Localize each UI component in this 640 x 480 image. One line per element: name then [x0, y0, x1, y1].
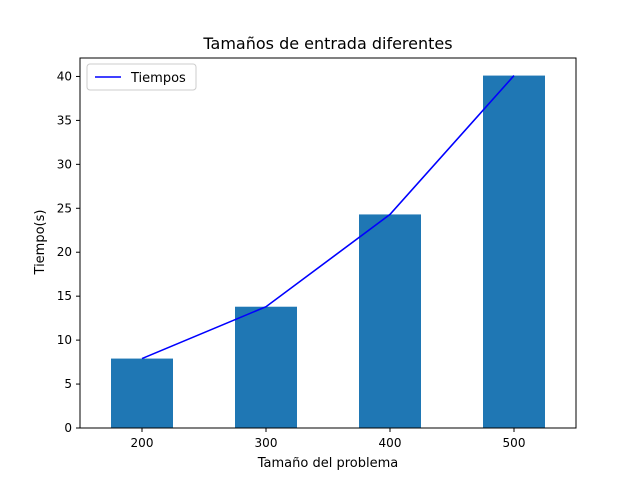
- chart-title: Tamaños de entrada diferentes: [202, 34, 452, 53]
- plot-frame: [79, 57, 577, 429]
- x-tick-label: 500: [503, 436, 526, 450]
- x-tick-label: 400: [379, 436, 402, 450]
- y-tick-label: 40: [57, 69, 72, 83]
- legend-label-tiempos: Tiempos: [130, 71, 186, 86]
- y-tick-label: 0: [64, 421, 72, 435]
- y-tick-label: 15: [57, 289, 72, 303]
- y-tick-label: 10: [57, 333, 72, 347]
- bar-200: [111, 358, 173, 428]
- bars-group: [111, 75, 545, 428]
- legend-frame: [86, 63, 197, 91]
- y-tick-label: 35: [57, 113, 72, 127]
- x-tick-label: 300: [255, 436, 278, 450]
- legend: Tiempos: [86, 63, 197, 91]
- y-axis-label: Tiempo(s): [33, 210, 48, 276]
- x-tick-label: 200: [131, 436, 154, 450]
- y-tick-label: 20: [57, 245, 72, 259]
- line-group: [141, 75, 515, 360]
- bar-400: [359, 214, 421, 428]
- axes-group: [79, 57, 577, 429]
- y-tick-label: 25: [57, 201, 72, 215]
- bar-500: [483, 75, 545, 428]
- y-ticks: 0 5 10 15 20 25 30 35 40: [57, 69, 80, 435]
- x-axis-label: Tamaño del problema: [257, 456, 398, 471]
- bar-300: [235, 306, 297, 428]
- y-tick-label: 30: [57, 157, 72, 171]
- line-tiempos: [141, 75, 515, 360]
- y-tick-label: 5: [64, 377, 72, 391]
- x-ticks: 200 300 400 500: [131, 428, 526, 450]
